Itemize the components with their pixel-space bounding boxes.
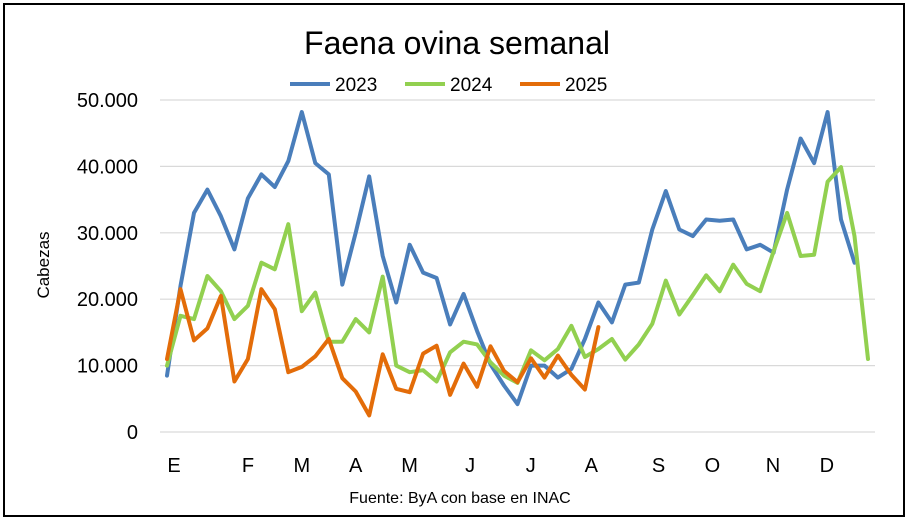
y-tick-label: 20.000 <box>77 289 138 311</box>
y-tick-label: 50.000 <box>77 90 138 112</box>
grid <box>160 99 875 433</box>
y-tick-label: 0 <box>127 422 138 444</box>
x-tick-label: O <box>705 455 721 477</box>
legend-label-2023: 2023 <box>335 75 377 96</box>
series-line-2024 <box>165 165 870 385</box>
source-note: Fuente: ByA con base en INAC <box>349 490 570 507</box>
x-tick-label: E <box>167 455 180 477</box>
chart-title: Faena ovina semanal <box>304 25 610 61</box>
x-tick-label: M <box>294 455 311 477</box>
y-tick-label: 30.000 <box>77 223 138 245</box>
chart-frame <box>3 3 905 517</box>
x-tick-label: A <box>585 455 599 477</box>
x-tick-label: J <box>465 455 475 477</box>
x-tick-label: A <box>349 455 363 477</box>
y-axis: 0 10.000 20.000 30.000 40.000 50.000 <box>77 90 138 444</box>
x-tick-label: M <box>401 455 418 477</box>
legend-label-2024: 2024 <box>450 75 493 96</box>
series-line-2023 <box>165 110 857 407</box>
x-tick-label: S <box>652 455 665 477</box>
x-tick-label: N <box>766 455 780 477</box>
x-tick-label: F <box>242 455 254 477</box>
x-tick-label: J <box>526 455 536 477</box>
legend: 2023 2024 2025 <box>290 75 607 96</box>
y-tick-label: 40.000 <box>77 156 138 178</box>
series-lines <box>165 110 870 418</box>
legend-label-2025: 2025 <box>565 75 607 96</box>
series-line-2025 <box>165 287 601 418</box>
x-tick-label: D <box>820 455 834 477</box>
y-axis-label: Cabezas <box>34 231 53 298</box>
y-tick-label: 10.000 <box>77 356 138 378</box>
